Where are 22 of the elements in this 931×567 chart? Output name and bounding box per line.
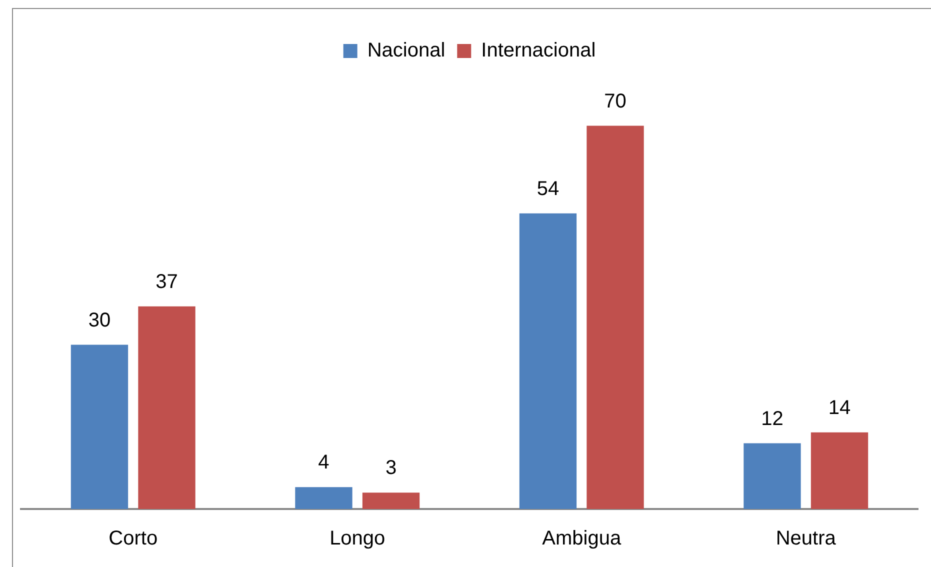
legend-label: Internacional xyxy=(481,40,596,62)
x-tick-label: Neutra xyxy=(776,528,837,550)
data-label: 37 xyxy=(156,270,178,293)
data-label: 12 xyxy=(761,408,784,430)
x-tick-label: Corto xyxy=(108,528,158,550)
bar xyxy=(519,213,577,509)
bar xyxy=(362,492,420,509)
data-label: 30 xyxy=(88,309,111,332)
bar xyxy=(138,306,196,509)
bar xyxy=(744,443,801,509)
x-tick-label: Ambigua xyxy=(542,528,622,550)
data-label: 3 xyxy=(385,457,397,480)
data-label: 14 xyxy=(828,396,851,419)
x-tick-label: Longo xyxy=(330,528,386,550)
bar xyxy=(295,487,352,509)
legend-label: Nacional xyxy=(367,40,446,62)
bar xyxy=(70,344,128,509)
bar xyxy=(586,126,644,509)
data-label: 4 xyxy=(318,452,330,474)
data-label: 70 xyxy=(604,90,626,112)
bar xyxy=(810,432,868,509)
data-label: 54 xyxy=(536,178,560,200)
